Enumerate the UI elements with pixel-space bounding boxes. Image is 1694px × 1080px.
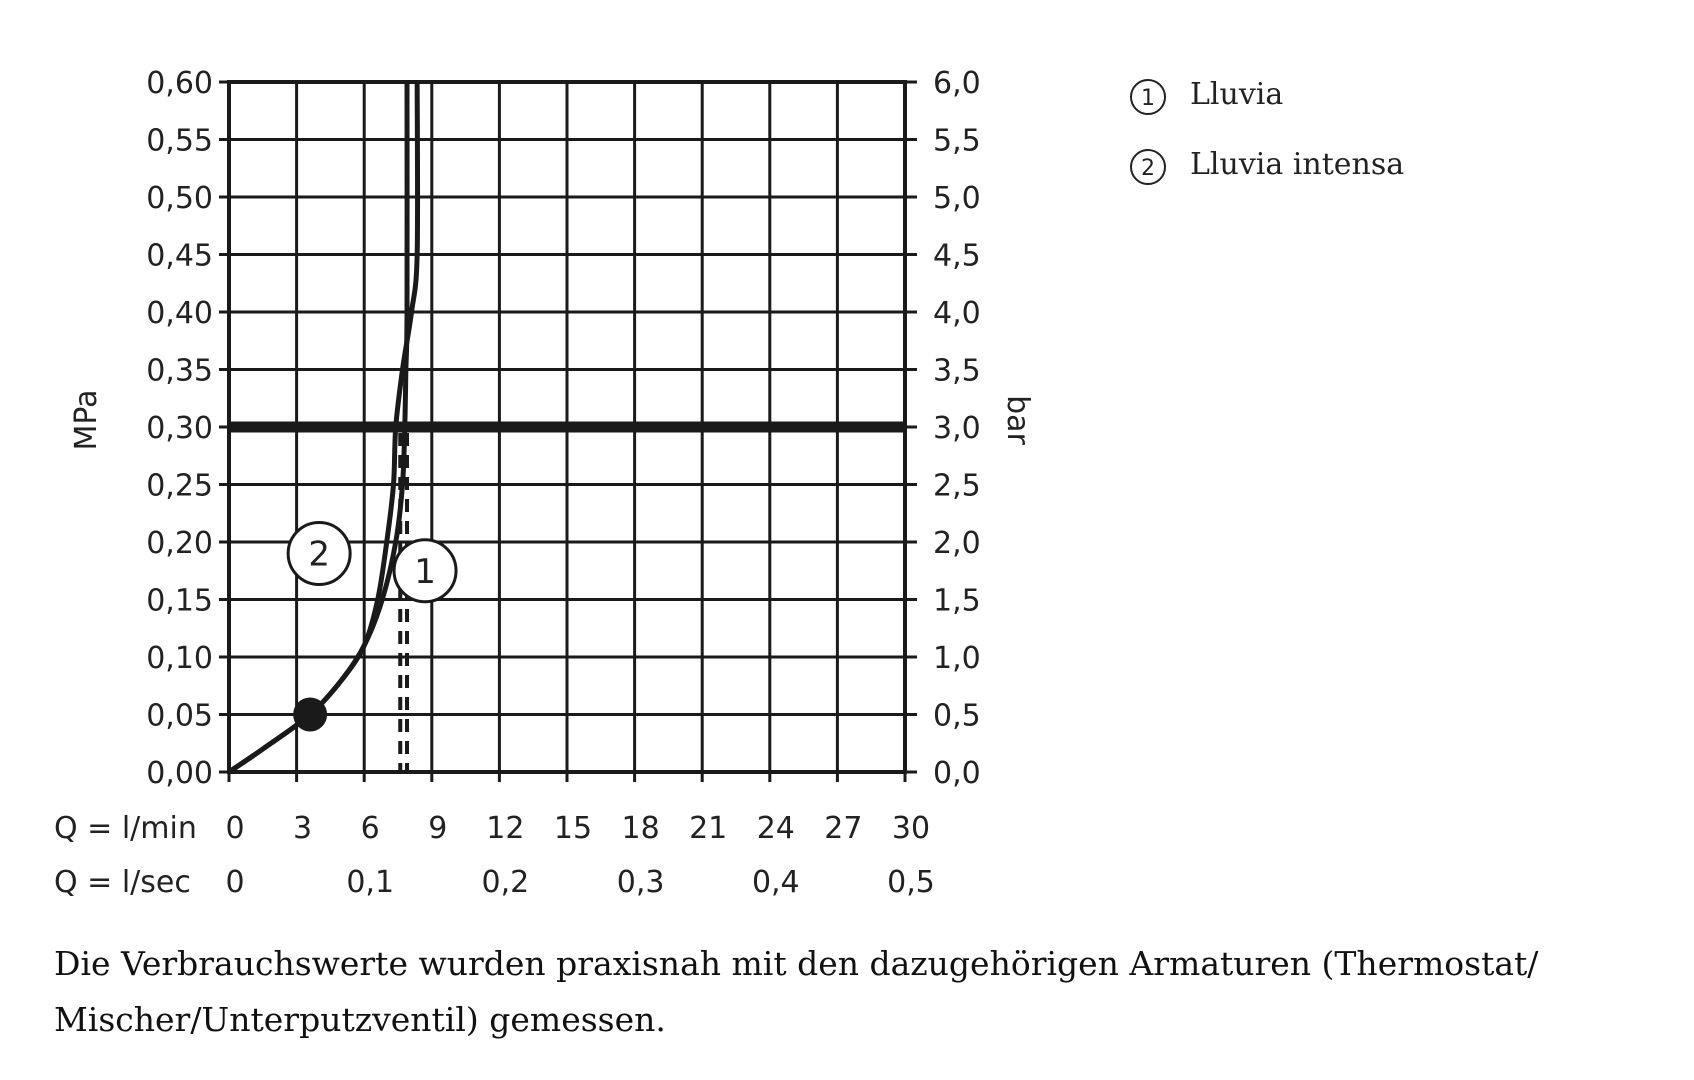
series-marker-label-2: 2 (308, 535, 330, 575)
y-tick-label-right: 5,0 (933, 181, 981, 216)
y-tick-label-right: 2,5 (933, 469, 981, 504)
x-tick-label-lmin: 15 (554, 811, 592, 846)
y-tick-label-left: 0,40 (146, 296, 213, 331)
legend-item-2: 2 Lluvia intensa (1130, 147, 1404, 185)
y-tick-label-left: 0,00 (146, 756, 213, 791)
y-axis-title-left: MPa (69, 389, 104, 450)
x-tick-label-lmin: 6 (361, 811, 380, 846)
series-marker-circle-2 (286, 521, 352, 586)
legend-number-2: 2 (1141, 156, 1155, 181)
y-tick-label-left: 0,10 (146, 641, 213, 676)
x-tick-label-lsec: 0 (225, 865, 244, 900)
y-tick-label-left: 0,50 (146, 181, 213, 216)
x-tick-label-lmin: 27 (824, 811, 862, 846)
x-axis-row-label-lmin: Q = l/min (54, 811, 197, 846)
y-tick-label-left: 0,05 (146, 699, 213, 734)
x-tick-label-lsec: 0,2 (482, 865, 530, 900)
y-tick-label-right: 4,0 (933, 296, 981, 331)
legend-label-2: Lluvia intensa (1190, 147, 1404, 182)
x-tick-label-lmin: 18 (622, 811, 660, 846)
y-tick-label-right: 5,5 (933, 124, 981, 159)
legend-number-circle-2 (1130, 149, 1166, 185)
x-tick-label-lsec: 0,1 (346, 865, 394, 900)
legend-number-circle-1 (1130, 79, 1166, 115)
x-tick-label-lsec: 0,3 (617, 865, 665, 900)
y-tick-label-right: 0,0 (933, 756, 981, 791)
y-tick-label-left: 0,30 (146, 411, 213, 446)
y-tick-label-left: 0,60 (146, 66, 213, 101)
y-axis-title-right: bar (1000, 395, 1035, 445)
legend: 1 Lluvia 2 Lluvia intensa (1130, 77, 1404, 185)
tick-labels: 0,00 0,00,05 0,50,10 1,00,15 1,50,20 2,00,25 2… (146, 66, 981, 900)
legend-item-1: 1 Lluvia (1130, 77, 1283, 115)
x-tick-label-lsec: 0,4 (752, 865, 800, 900)
x-tick-label-lmin: 9 (428, 811, 447, 846)
x-tick-label-lmin: 0 (225, 811, 244, 846)
y-tick-label-right: 2,0 (933, 526, 981, 561)
y-tick-label-left: 0,45 (146, 239, 213, 274)
operating-point (293, 697, 328, 732)
y-tick-label-right: 4,5 (933, 239, 981, 274)
series-marker-circle-1 (392, 538, 458, 604)
series-markers: 12 (286, 521, 458, 732)
y-tick-label-left: 0,15 (146, 584, 213, 619)
y-tick-label-left: 0,55 (146, 124, 213, 159)
y-tick-label-right: 1,5 (933, 584, 981, 619)
y-tick-label-left: 0,20 (146, 526, 213, 561)
x-axis-row-label-lsec: Q = l/sec (54, 865, 191, 900)
axes-frame (219, 80, 917, 782)
x-tick-label-lmin: 21 (689, 811, 727, 846)
y-tick-label-right: 1,0 (933, 641, 981, 676)
footnote: Die Verbrauchswerte wurden praxisnah mit… (54, 944, 1539, 1039)
x-tick-label-lmin: 12 (486, 811, 524, 846)
legend-number-1: 1 (1141, 86, 1155, 111)
x-tick-label-lmin: 24 (757, 811, 795, 846)
x-tick-label-lsec: 0,5 (887, 865, 935, 900)
x-tick-label-lmin: 3 (293, 811, 312, 846)
x-tick-label-lmin: 30 (892, 811, 930, 846)
y-tick-label-right: 3,5 (933, 354, 981, 389)
y-tick-label-right: 6,0 (933, 66, 981, 101)
y-tick-label-left: 0,35 (146, 354, 213, 389)
y-tick-label-right: 3,0 (933, 411, 981, 446)
legend-label-1: Lluvia (1190, 77, 1283, 112)
y-tick-label-right: 0,5 (933, 699, 981, 734)
y-tick-label-left: 0,25 (146, 469, 213, 504)
series-marker-label-1: 1 (414, 552, 436, 592)
